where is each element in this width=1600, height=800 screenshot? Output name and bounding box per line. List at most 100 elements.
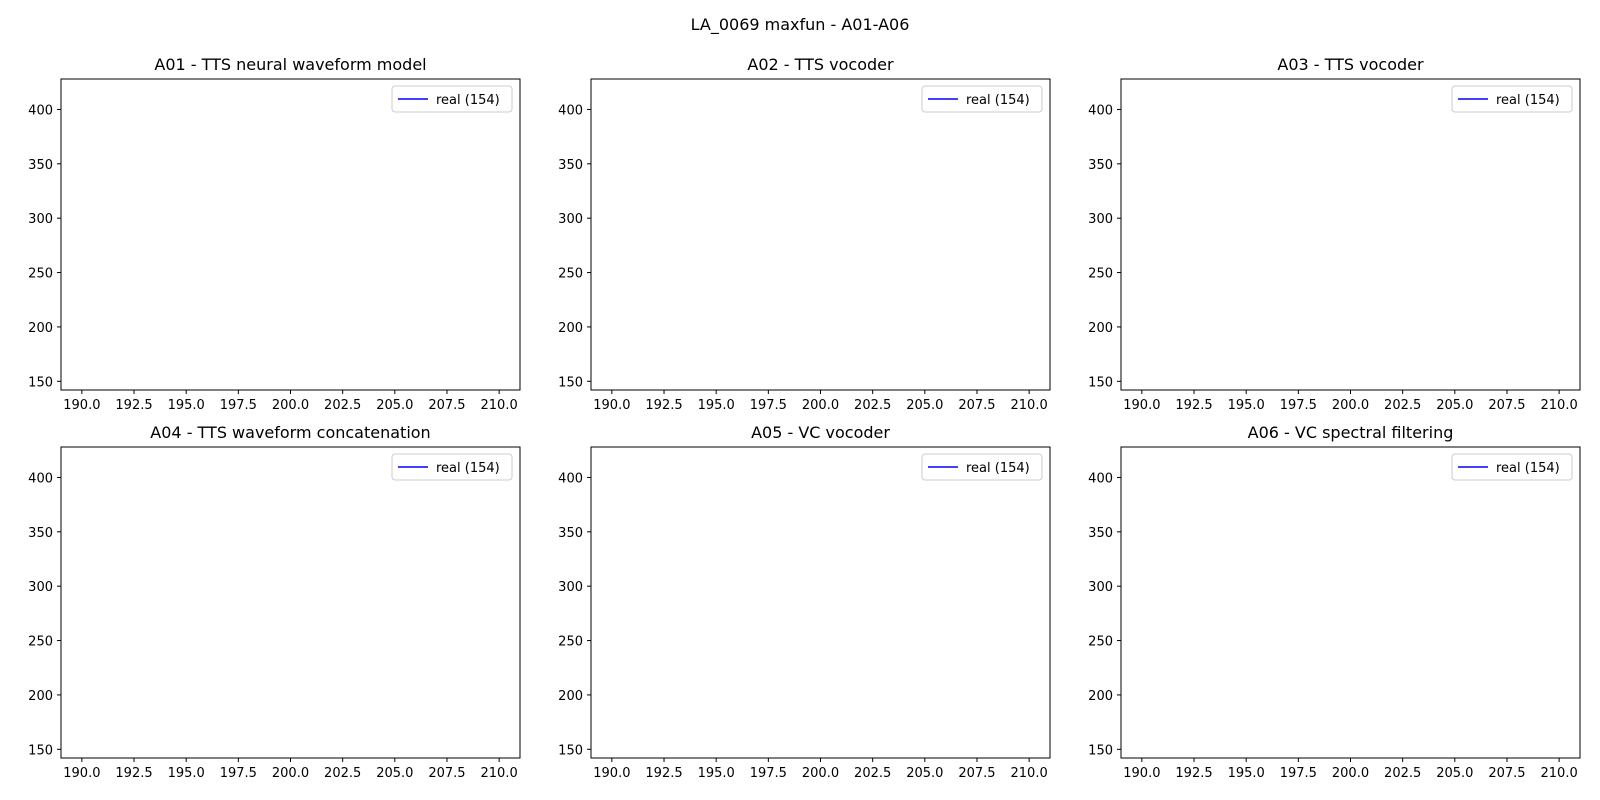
x-tick-label: 192.5 bbox=[115, 766, 152, 781]
y-tick-label: 350 bbox=[28, 526, 53, 541]
x-tick-label: 207.5 bbox=[958, 766, 995, 781]
subplot-title: A03 - TTS vocoder bbox=[1277, 55, 1424, 74]
subplot-title: A05 - VC vocoder bbox=[751, 423, 890, 442]
y-tick-label: 300 bbox=[28, 580, 53, 595]
y-tick-label: 350 bbox=[1088, 158, 1113, 173]
legend-frame bbox=[1451, 85, 1573, 113]
x-tick-label: 197.5 bbox=[750, 766, 787, 781]
x-tick-label: 197.5 bbox=[220, 766, 257, 781]
y-tick-label: 400 bbox=[558, 103, 583, 118]
legend-frame bbox=[921, 453, 1043, 481]
y-tick-label: 150 bbox=[28, 375, 53, 390]
y-tick-label: 300 bbox=[558, 580, 583, 595]
x-tick-label: 192.5 bbox=[645, 766, 682, 781]
x-tick-label: 200.0 bbox=[802, 398, 839, 413]
legend-label: real (154) bbox=[966, 93, 1030, 108]
x-tick-label: 200.0 bbox=[802, 766, 839, 781]
subplot-title: A06 - VC spectral filtering bbox=[1248, 423, 1454, 442]
y-tick-label: 150 bbox=[558, 375, 583, 390]
subplot-2: A02 - TTS vocoder 190.0 192.5 195.0 197.5 200… bbox=[558, 55, 1051, 413]
y-tick-label: 200 bbox=[28, 689, 53, 704]
x-tick-label: 190.0 bbox=[63, 766, 100, 781]
y-tick-label: 150 bbox=[1088, 375, 1113, 390]
y-tick-label: 250 bbox=[1088, 635, 1113, 650]
legend: real (154) bbox=[391, 85, 513, 113]
plot-area-frame bbox=[1120, 78, 1581, 391]
plot-area-frame bbox=[1120, 446, 1581, 759]
x-tick-label: 197.5 bbox=[750, 398, 787, 413]
x-tick-label: 195.0 bbox=[698, 766, 735, 781]
subplot-title: A02 - TTS vocoder bbox=[747, 55, 894, 74]
x-tick-label: 192.5 bbox=[1175, 766, 1212, 781]
x-tick-label: 195.0 bbox=[1228, 398, 1265, 413]
y-tick-label: 200 bbox=[558, 689, 583, 704]
x-tick-label: 195.0 bbox=[168, 398, 205, 413]
x-tick-label: 190.0 bbox=[593, 766, 630, 781]
y-tick-label: 250 bbox=[558, 635, 583, 650]
x-tick-label: 202.5 bbox=[1384, 398, 1421, 413]
subplot-title: A04 - TTS waveform concatenation bbox=[150, 423, 430, 442]
y-tick-label: 350 bbox=[558, 158, 583, 173]
subplot-1: A01 - TTS neural waveform model 190.0 192.… bbox=[28, 55, 521, 413]
y-tick-label: 200 bbox=[1088, 689, 1113, 704]
x-tick-label: 210.0 bbox=[1541, 766, 1578, 781]
x-tick-label: 205.0 bbox=[376, 766, 413, 781]
plot-area-frame bbox=[590, 78, 1051, 391]
y-tick-label: 350 bbox=[558, 526, 583, 541]
x-tick-label: 202.5 bbox=[324, 766, 361, 781]
legend-frame bbox=[921, 85, 1043, 113]
x-tick-label: 205.0 bbox=[376, 398, 413, 413]
x-tick-label: 190.0 bbox=[1123, 398, 1160, 413]
y-tick-label: 250 bbox=[558, 267, 583, 282]
y-tick-label: 250 bbox=[28, 267, 53, 282]
x-tick-label: 210.0 bbox=[481, 398, 518, 413]
y-tick-label: 400 bbox=[1088, 103, 1113, 118]
y-tick-label: 400 bbox=[28, 103, 53, 118]
x-tick-label: 202.5 bbox=[324, 398, 361, 413]
legend-label: real (154) bbox=[1496, 93, 1560, 108]
y-tick-label: 400 bbox=[558, 471, 583, 486]
x-tick-label: 190.0 bbox=[1123, 766, 1160, 781]
y-tick-label: 250 bbox=[28, 635, 53, 650]
legend-label: real (154) bbox=[966, 461, 1030, 476]
x-tick-label: 207.5 bbox=[428, 398, 465, 413]
y-tick-label: 150 bbox=[1088, 743, 1113, 758]
x-tick-label: 205.0 bbox=[1436, 766, 1473, 781]
x-tick-label: 197.5 bbox=[1280, 766, 1317, 781]
y-tick-label: 300 bbox=[1088, 580, 1113, 595]
x-tick-label: 202.5 bbox=[1384, 766, 1421, 781]
x-tick-label: 192.5 bbox=[115, 398, 152, 413]
subplot-grid: A01 - TTS neural waveform model 190.0 192.… bbox=[28, 55, 1581, 781]
y-tick-label: 150 bbox=[558, 743, 583, 758]
legend: real (154) bbox=[921, 453, 1043, 481]
y-tick-label: 400 bbox=[28, 471, 53, 486]
y-tick-label: 150 bbox=[28, 743, 53, 758]
y-tick-label: 400 bbox=[1088, 471, 1113, 486]
x-tick-label: 192.5 bbox=[1175, 398, 1212, 413]
plot-area-frame bbox=[60, 78, 521, 391]
x-tick-label: 200.0 bbox=[1332, 398, 1369, 413]
x-tick-label: 195.0 bbox=[698, 398, 735, 413]
subplot-3: A03 - TTS vocoder 190.0 192.5 195.0 197.5 200… bbox=[1088, 55, 1581, 413]
x-tick-label: 210.0 bbox=[1541, 398, 1578, 413]
legend-frame bbox=[391, 453, 513, 481]
x-tick-label: 195.0 bbox=[1228, 766, 1265, 781]
subplot-6: A06 - VC spectral filtering 190.0 192.5 195… bbox=[1088, 423, 1581, 781]
x-tick-label: 207.5 bbox=[1488, 398, 1525, 413]
y-tick-label: 350 bbox=[28, 158, 53, 173]
x-tick-label: 200.0 bbox=[272, 766, 309, 781]
legend: real (154) bbox=[391, 453, 513, 481]
x-tick-label: 210.0 bbox=[1011, 398, 1048, 413]
y-tick-label: 300 bbox=[558, 212, 583, 227]
legend: real (154) bbox=[921, 85, 1043, 113]
x-tick-label: 202.5 bbox=[854, 766, 891, 781]
legend-label: real (154) bbox=[436, 93, 500, 108]
subplot-5: A05 - VC vocoder 190.0 192.5 195.0 197.5 200.… bbox=[558, 423, 1051, 781]
x-tick-label: 207.5 bbox=[1488, 766, 1525, 781]
x-tick-label: 205.0 bbox=[906, 766, 943, 781]
subplot-title: A01 - TTS neural waveform model bbox=[154, 55, 426, 74]
x-tick-label: 210.0 bbox=[1011, 766, 1048, 781]
x-tick-label: 197.5 bbox=[220, 398, 257, 413]
x-tick-label: 192.5 bbox=[645, 398, 682, 413]
